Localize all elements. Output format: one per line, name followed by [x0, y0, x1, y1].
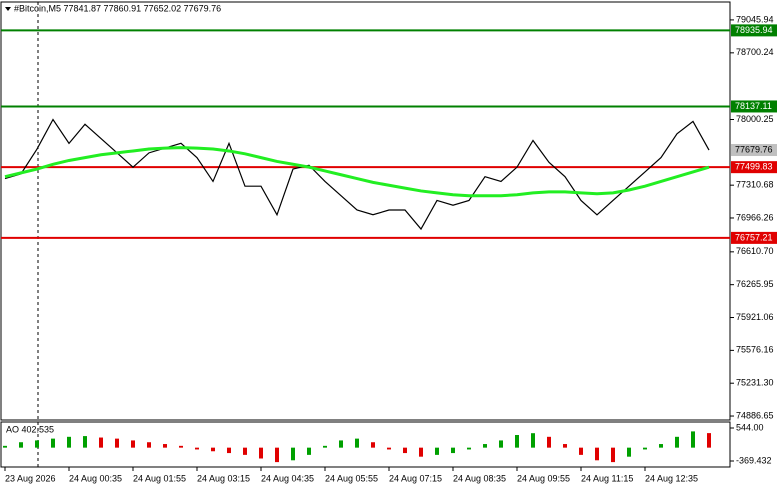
level-label-box: [731, 231, 777, 244]
x-tick-label: 24 Aug 08:35: [453, 473, 506, 483]
y-tick-label: 77310.68: [736, 180, 774, 190]
ao-bar: [547, 436, 551, 448]
ao-bar: [627, 447, 631, 457]
last-price-label: 77679.76: [735, 144, 773, 154]
ao-bar: [19, 442, 23, 448]
x-tick-label: 24 Aug 07:15: [389, 473, 442, 483]
x-tick-label: 24 Aug 00:35: [69, 473, 122, 483]
ao-bar: [339, 440, 343, 448]
ao-bar: [419, 447, 423, 457]
level-label: 78935.94: [735, 25, 773, 35]
x-tick-label: 24 Aug 11:15: [581, 473, 633, 483]
x-tick-label: 24 Aug 01:55: [133, 473, 186, 483]
ao-bar: [467, 447, 471, 450]
ao-bar: [195, 447, 199, 450]
ao-bar: [515, 435, 519, 448]
ao-bar: [707, 433, 711, 448]
level-label-box: [731, 161, 777, 174]
level-label: 76757.21: [735, 232, 773, 242]
last-price-box: [731, 144, 777, 157]
ao-bar: [147, 442, 151, 448]
ao-bar: [531, 433, 535, 448]
ao-bar: [3, 445, 7, 448]
y-tick-label: -369.432: [736, 455, 772, 465]
x-tick-label: 23 Aug 2026: [5, 473, 56, 483]
ao-bar: [563, 444, 567, 448]
ao-bar: [483, 444, 487, 448]
ao-bar: [675, 436, 679, 448]
ao-panel: [0, 421, 731, 468]
y-tick-label: 75231.30: [736, 378, 774, 388]
ao-bar: [131, 440, 135, 448]
ao-bar: [275, 447, 279, 463]
ao-bar: [67, 436, 71, 448]
ao-bar: [115, 438, 119, 448]
ao-bar: [323, 445, 327, 448]
level-label: 77499.83: [735, 162, 773, 172]
y-tick-label: 76966.26: [736, 212, 774, 222]
moving-average: [4, 146, 710, 198]
x-tick-label: 24 Aug 12:35: [645, 473, 698, 483]
ao-bar: [259, 447, 263, 459]
ao-bar: [371, 442, 375, 448]
ao-bar: [179, 445, 183, 448]
x-tick-label: 24 Aug 04:35: [261, 473, 314, 483]
y-tick-label: 78700.24: [736, 47, 774, 57]
main-panel: [0, 1, 731, 421]
ao-bar: [355, 438, 359, 448]
ao-bar: [435, 447, 439, 455]
ao-bar: [579, 447, 583, 455]
level-label-box: [731, 24, 777, 37]
y-tick-label: 78000.25: [736, 114, 774, 124]
ao-bar: [403, 447, 407, 454]
x-tick-label: 24 Aug 03:15: [197, 473, 250, 483]
y-tick-label: 75921.06: [736, 312, 774, 322]
ao-bar: [227, 447, 231, 454]
ao-bar: [307, 447, 311, 455]
price-line: [4, 118, 710, 231]
y-tick-label: 79045.94: [736, 14, 774, 24]
ao-bar: [451, 447, 455, 454]
chart-title: #Bitcoin,M5 77841.87 77860.91 77652.02 7…: [14, 3, 221, 13]
ao-bar: [595, 447, 599, 461]
level-label: 78137.11: [735, 101, 772, 111]
ao-title: AO 402.535: [6, 424, 54, 434]
ao-bar: [387, 447, 391, 450]
ao-bar: [99, 437, 103, 448]
ao-bar: [499, 440, 503, 448]
ao-bar: [659, 444, 663, 448]
ao-bar: [51, 438, 55, 448]
dropdown-icon: [5, 7, 11, 11]
ao-bar: [35, 440, 39, 448]
y-tick-label: 75576.16: [736, 345, 774, 355]
y-tick-label: 74886.65: [736, 410, 774, 420]
y-tick-label: 76265.95: [736, 279, 774, 289]
ao-bar: [83, 436, 87, 448]
level-label-box: [731, 100, 777, 113]
y-tick-label: 76610.70: [736, 246, 774, 256]
ao-bar: [291, 447, 295, 461]
x-tick-label: 24 Aug 09:55: [517, 473, 570, 483]
ao-bar: [243, 447, 247, 455]
y-tick-label: 544.00: [736, 422, 764, 432]
x-tick-label: 24 Aug 05:55: [325, 473, 378, 483]
ao-bar: [163, 444, 167, 448]
ao-bar: [611, 447, 615, 463]
ao-bar: [643, 447, 647, 450]
ao-bar: [691, 431, 695, 448]
ao-bar: [211, 447, 215, 452]
